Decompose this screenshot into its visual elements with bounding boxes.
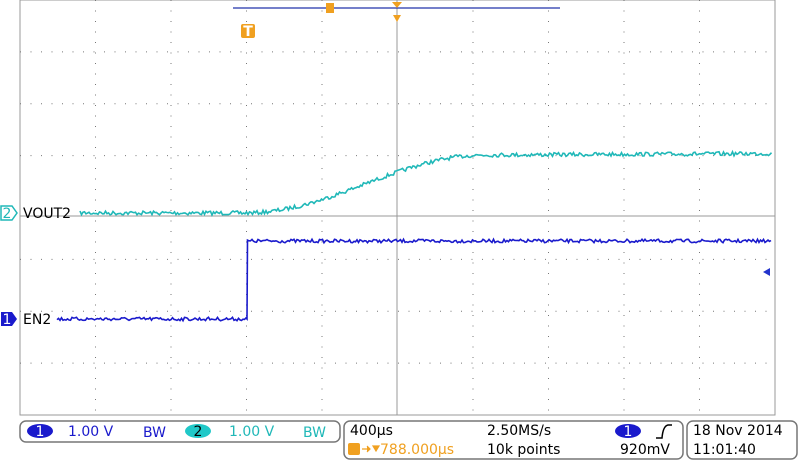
sample-rate: 2.50MS/s: [487, 423, 551, 439]
ch1-badge-number: 1: [36, 424, 45, 440]
time: 11:01:40: [693, 442, 756, 458]
ch2-bw: BW: [303, 425, 326, 441]
trigger-position-marker: [241, 24, 255, 38]
ch2-badge: [185, 424, 211, 438]
ch1-label: EN2: [23, 312, 51, 328]
ch2-badge-number: 2: [194, 424, 203, 440]
ch2-marker: [0, 205, 18, 221]
record-length: 10k points: [487, 442, 560, 458]
vout2-trace: [79, 149, 773, 217]
ch2-scale: 1.00 V: [229, 424, 275, 440]
record-position: [326, 3, 334, 13]
delay: 788.000µs: [380, 442, 454, 458]
delay-icon: [348, 443, 360, 455]
ch1-bw: BW: [143, 425, 166, 441]
vertical-status: [19, 420, 341, 443]
trigger-level: 920mV: [620, 442, 670, 458]
delay-arrow: [362, 445, 381, 453]
en2-trace: [56, 237, 772, 323]
ch1-scale: 1.00 V: [68, 424, 114, 440]
date: 18 Nov 2014: [693, 423, 783, 439]
expansion-point: [393, 15, 401, 22]
trigger-slope: [656, 424, 672, 439]
trigger-level-marker: [763, 268, 770, 276]
trigger-source: 1: [624, 424, 633, 440]
trigger-source-badge: [615, 424, 641, 438]
time-scale: 400µs: [350, 423, 393, 439]
ch2-label: VOUT2: [23, 206, 71, 222]
horizontal-status: [343, 420, 684, 460]
ch1-marker-number: 1: [3, 312, 12, 328]
date-time-box: [686, 420, 798, 460]
ch1-badge: [27, 424, 53, 438]
expansion-point-top: [392, 2, 402, 8]
ch2-marker-number: 2: [3, 206, 12, 222]
trigger-marker-label: T: [243, 24, 253, 40]
ch1-marker: [1, 312, 17, 326]
